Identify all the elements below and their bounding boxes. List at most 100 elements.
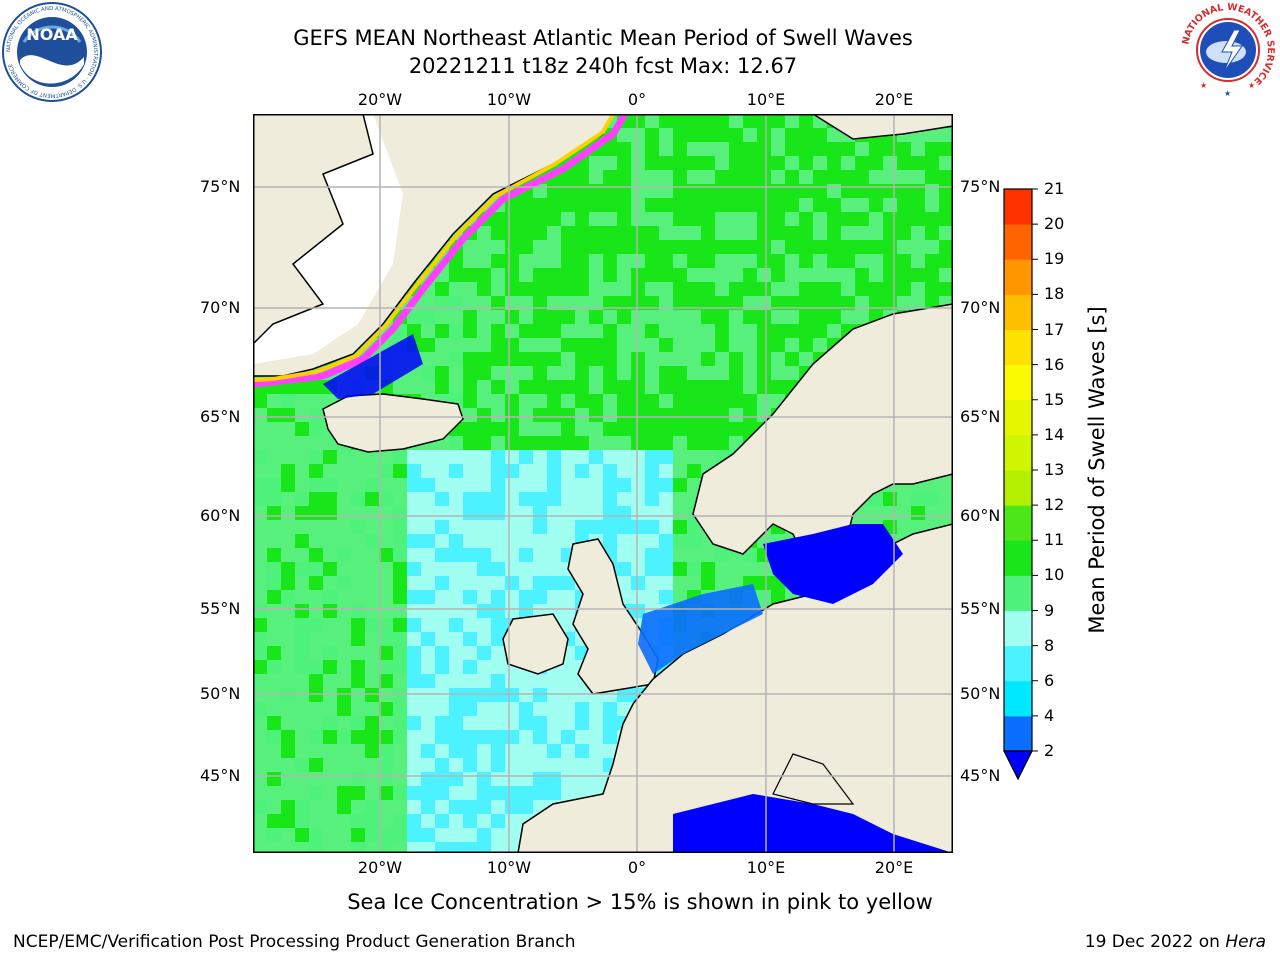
ocean-cell — [925, 254, 939, 268]
ocean-cell — [631, 604, 645, 618]
ocean-cell — [519, 758, 533, 772]
ocean-cell — [561, 674, 575, 688]
ocean-cell — [673, 562, 687, 576]
ocean-cell — [491, 380, 505, 394]
ocean-cell — [435, 324, 449, 338]
ocean-cell — [435, 772, 449, 786]
ocean-cell — [435, 730, 449, 744]
ocean-cell — [771, 184, 785, 198]
ocean-cell — [435, 590, 449, 604]
ocean-cell — [519, 548, 533, 562]
ocean-cell — [463, 324, 477, 338]
ocean-cell — [645, 450, 659, 464]
ocean-cell — [673, 338, 687, 352]
ocean-cell — [701, 282, 715, 296]
ocean-cell — [673, 324, 687, 338]
ocean-cell — [645, 170, 659, 184]
ocean-cell — [491, 254, 505, 268]
ocean-cell — [799, 142, 813, 156]
ocean-cell — [393, 506, 407, 520]
ocean-cell — [253, 828, 267, 842]
ocean-cell — [449, 338, 463, 352]
ocean-cell — [477, 282, 491, 296]
ocean-cell — [519, 562, 533, 576]
ocean-cell — [813, 198, 827, 212]
ocean-cell — [659, 450, 673, 464]
ocean-cell — [631, 184, 645, 198]
ocean-cell — [603, 478, 617, 492]
ocean-cell — [393, 730, 407, 744]
ocean-cell — [813, 254, 827, 268]
ocean-cell — [589, 324, 603, 338]
ocean-cell — [757, 282, 771, 296]
ocean-cell — [785, 366, 799, 380]
colorbar-band — [1004, 259, 1032, 295]
ocean-cell — [281, 576, 295, 590]
footer-host: Hera — [1225, 932, 1266, 952]
ocean-cell — [673, 520, 687, 534]
ocean-cell — [673, 576, 687, 590]
ocean-cell — [617, 688, 631, 702]
ocean-cell — [785, 240, 799, 254]
ocean-cell — [281, 800, 295, 814]
ocean-cell — [519, 716, 533, 730]
chart-subtitle: 20221211 t18z 240h fcst Max: 12.67 — [408, 54, 798, 78]
ocean-cell — [435, 506, 449, 520]
ocean-cell — [561, 226, 575, 240]
ocean-cell — [407, 660, 421, 674]
ocean-cell — [575, 478, 589, 492]
ocean-cell — [407, 548, 421, 562]
ocean-cell — [519, 198, 533, 212]
ocean-cell — [729, 380, 743, 394]
ocean-cell — [379, 786, 393, 800]
ocean-cell — [589, 450, 603, 464]
ocean-cell — [463, 450, 477, 464]
ocean-cell — [575, 268, 589, 282]
ocean-cell — [351, 814, 365, 828]
ocean-cell — [281, 716, 295, 730]
ocean-cell — [477, 296, 491, 310]
ocean-cell — [575, 450, 589, 464]
lat-label-left-50n: 50°N — [200, 684, 241, 703]
ocean-cell — [463, 576, 477, 590]
ocean-cell — [743, 240, 757, 254]
ocean-cell — [939, 198, 953, 212]
ocean-cell — [715, 296, 729, 310]
lon-label-top-10e: 10°E — [746, 90, 786, 109]
ocean-cell — [295, 828, 309, 842]
ocean-cell — [309, 828, 323, 842]
ocean-cell — [491, 366, 505, 380]
ocean-cell — [491, 702, 505, 716]
ocean-cell — [547, 310, 561, 324]
ocean-cell — [659, 296, 673, 310]
ocean-cell — [477, 226, 491, 240]
ocean-cell — [323, 744, 337, 758]
ocean-cell — [617, 506, 631, 520]
ocean-cell — [575, 492, 589, 506]
ocean-cell — [561, 758, 575, 772]
ocean-cell — [659, 170, 673, 184]
ocean-cell — [841, 142, 855, 156]
ocean-cell — [547, 688, 561, 702]
ocean-cell — [659, 198, 673, 212]
ocean-cell — [743, 324, 757, 338]
ocean-cell — [477, 744, 491, 758]
ocean-cell — [365, 730, 379, 744]
ocean-cell — [533, 268, 547, 282]
ocean-cell — [421, 758, 435, 772]
ocean-cell — [323, 730, 337, 744]
ocean-cell — [603, 310, 617, 324]
ocean-cell — [435, 562, 449, 576]
ocean-cell — [673, 380, 687, 394]
ocean-cell — [533, 702, 547, 716]
ocean-cell — [267, 674, 281, 688]
ocean-cell — [757, 254, 771, 268]
lat-label-right-75n: 75°N — [960, 177, 1001, 196]
ocean-cell — [589, 408, 603, 422]
ocean-cell — [603, 436, 617, 450]
ocean-cell — [575, 310, 589, 324]
ocean-cell — [253, 702, 267, 716]
ocean-cell — [869, 184, 883, 198]
ocean-cell — [645, 156, 659, 170]
ocean-cell — [281, 618, 295, 632]
